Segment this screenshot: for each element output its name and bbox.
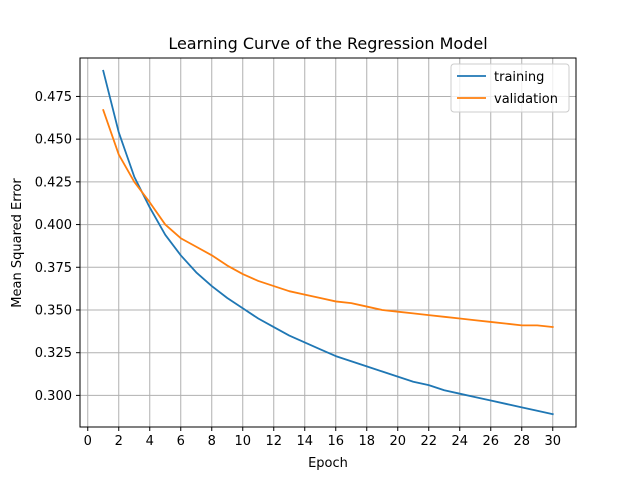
x-tick-label: 18 bbox=[358, 434, 375, 449]
x-tick-label: 26 bbox=[482, 434, 499, 449]
y-tick-label: 0.350 bbox=[35, 303, 72, 318]
x-tick-label: 4 bbox=[146, 434, 154, 449]
legend-label-training: training bbox=[494, 70, 544, 85]
y-axis-ticks: 0.300 0.325 0.350 0.375 0.400 0.425 0.450 0.475 bbox=[35, 90, 80, 404]
x-tick-label: 28 bbox=[513, 434, 530, 449]
y-tick-label: 0.300 bbox=[35, 389, 72, 404]
y-tick-label: 0.450 bbox=[35, 133, 72, 148]
y-tick-label: 0.400 bbox=[35, 218, 72, 233]
y-tick-label: 0.325 bbox=[35, 346, 72, 361]
legend-label-validation: validation bbox=[494, 92, 558, 107]
y-tick-label: 0.475 bbox=[35, 90, 72, 105]
x-tick-label: 22 bbox=[420, 434, 437, 449]
series-line-validation bbox=[102, 108, 554, 329]
x-axis-ticks: 0 2 4 6 8 10 12 14 16 18 20 22 24 26 28 30 bbox=[84, 427, 561, 449]
x-tick-label: 30 bbox=[544, 434, 561, 449]
x-tick-label: 6 bbox=[177, 434, 185, 449]
legend: training validation bbox=[450, 63, 570, 113]
x-tick-label: 20 bbox=[389, 434, 406, 449]
x-tick-label: 12 bbox=[265, 434, 282, 449]
grid bbox=[80, 58, 576, 427]
x-tick-label: 0 bbox=[84, 434, 92, 449]
y-tick-label: 0.425 bbox=[35, 175, 72, 190]
series-line-training bbox=[102, 69, 554, 416]
x-tick-label: 24 bbox=[451, 434, 468, 449]
x-tick-label: 14 bbox=[296, 434, 313, 449]
x-tick-label: 10 bbox=[234, 434, 251, 449]
x-tick-label: 2 bbox=[115, 434, 123, 449]
plot-frame bbox=[79, 57, 577, 428]
series-lines bbox=[102, 69, 554, 416]
chart-title: Learning Curve of the Regression Model bbox=[168, 34, 487, 53]
x-tick-label: 16 bbox=[327, 434, 344, 449]
x-tick-label: 8 bbox=[208, 434, 216, 449]
x-axis-label: Epoch bbox=[308, 456, 348, 471]
y-axis-label: Mean Squared Error bbox=[10, 178, 25, 308]
y-tick-label: 0.375 bbox=[35, 261, 72, 276]
